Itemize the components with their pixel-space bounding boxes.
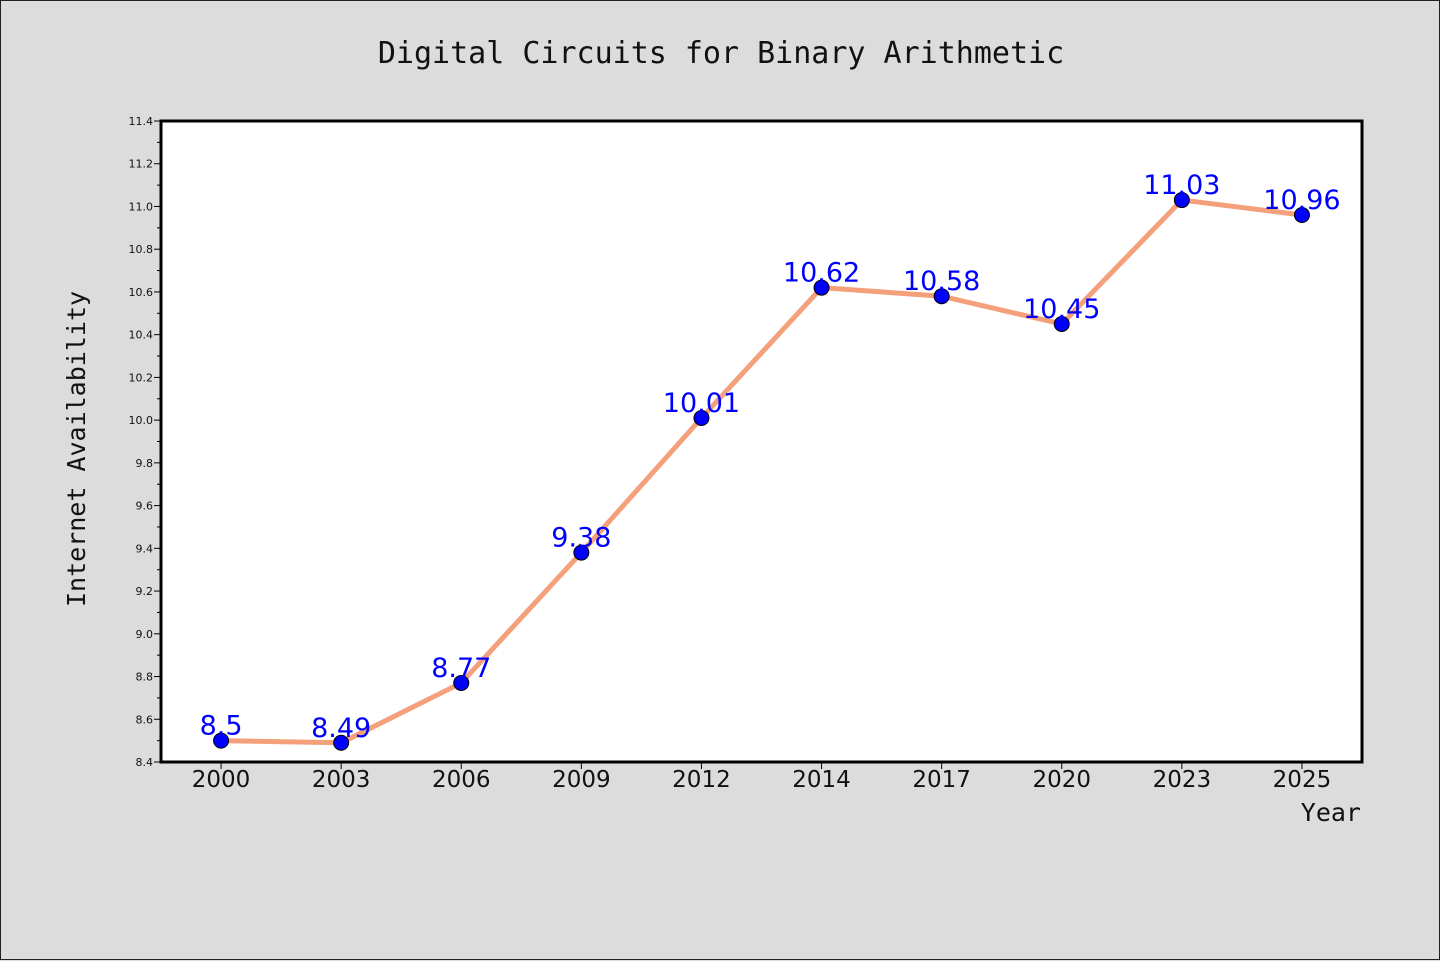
- x-tick-label: 2003: [312, 767, 371, 793]
- y-axis-ticks: 8.4 8.6 8.8 9.0 9.2 9.4 9.6 9.8 10.0 10.2 10.4 10.6…: [129, 115, 161, 769]
- y-tick-label: 10.2: [129, 371, 154, 384]
- y-tick-label: 10.6: [129, 286, 154, 299]
- x-tick-label: 2000: [192, 767, 251, 793]
- plot-area: [159, 119, 1364, 764]
- data-label: 10.01: [663, 388, 740, 419]
- data-point: [213, 732, 230, 749]
- y-tick-label: 11.2: [129, 158, 154, 171]
- y-tick-label: 8.8: [136, 671, 154, 684]
- x-tick-label: 2006: [432, 767, 491, 793]
- data-label: 10.96: [1263, 185, 1340, 216]
- y-tick-label: 10.0: [129, 414, 154, 427]
- data-label: 8.49: [311, 713, 371, 744]
- data-label: 8.5: [200, 711, 243, 742]
- series-line: [218, 197, 1305, 746]
- x-tick-label: 2017: [912, 767, 971, 793]
- y-tick-label: 9.4: [136, 542, 154, 555]
- data-point: [1293, 207, 1310, 224]
- y-tick-label: 8.6: [136, 713, 154, 726]
- data-label: 10.58: [903, 266, 980, 297]
- data-point: [813, 279, 830, 296]
- y-axis-label: Internet Availability: [62, 291, 91, 607]
- data-point: [1173, 192, 1190, 209]
- y-tick-label: 9.6: [136, 500, 154, 513]
- data-label: 10.45: [1023, 294, 1100, 325]
- x-tick-label: 2023: [1153, 767, 1212, 793]
- data-label: 11.03: [1143, 170, 1220, 201]
- data-point: [693, 409, 710, 426]
- y-tick-label: 10.4: [129, 329, 154, 342]
- y-tick-label: 11.0: [129, 200, 154, 213]
- y-tick-label: 9.8: [136, 457, 154, 470]
- x-tick-label: 2020: [1032, 767, 1091, 793]
- data-point: [933, 288, 950, 305]
- y-tick-label: 8.4: [136, 756, 154, 769]
- x-tick-label: 2025: [1273, 767, 1332, 793]
- data-point: [453, 674, 470, 691]
- x-tick-label: 2012: [672, 767, 731, 793]
- y-tick-label: 10.8: [129, 243, 154, 256]
- y-tick-label: 11.4: [129, 115, 154, 128]
- data-point: [333, 734, 350, 751]
- data-label: 10.62: [783, 258, 860, 289]
- data-point: [573, 544, 590, 561]
- data-point: [1053, 315, 1070, 332]
- y-tick-label: 9.0: [136, 628, 154, 641]
- data-label: 8.77: [431, 653, 491, 684]
- series-group: 8.5 8.49 8.77 9.38 10.01 10.62 10.58 10.45 11.03…: [200, 170, 1341, 751]
- x-tick-label: 2014: [792, 767, 851, 793]
- x-axis-label: Year: [1301, 798, 1361, 827]
- x-tick-label: 2009: [552, 767, 611, 793]
- y-tick-label: 9.2: [136, 585, 154, 598]
- chart-title: Digital Circuits for Binary Arithmetic: [378, 36, 1064, 71]
- x-axis-ticks: 2000 2003 2006 2009 2012 2014 2017 2020 2023 2025: [192, 762, 1331, 793]
- data-label: 9.38: [551, 523, 611, 554]
